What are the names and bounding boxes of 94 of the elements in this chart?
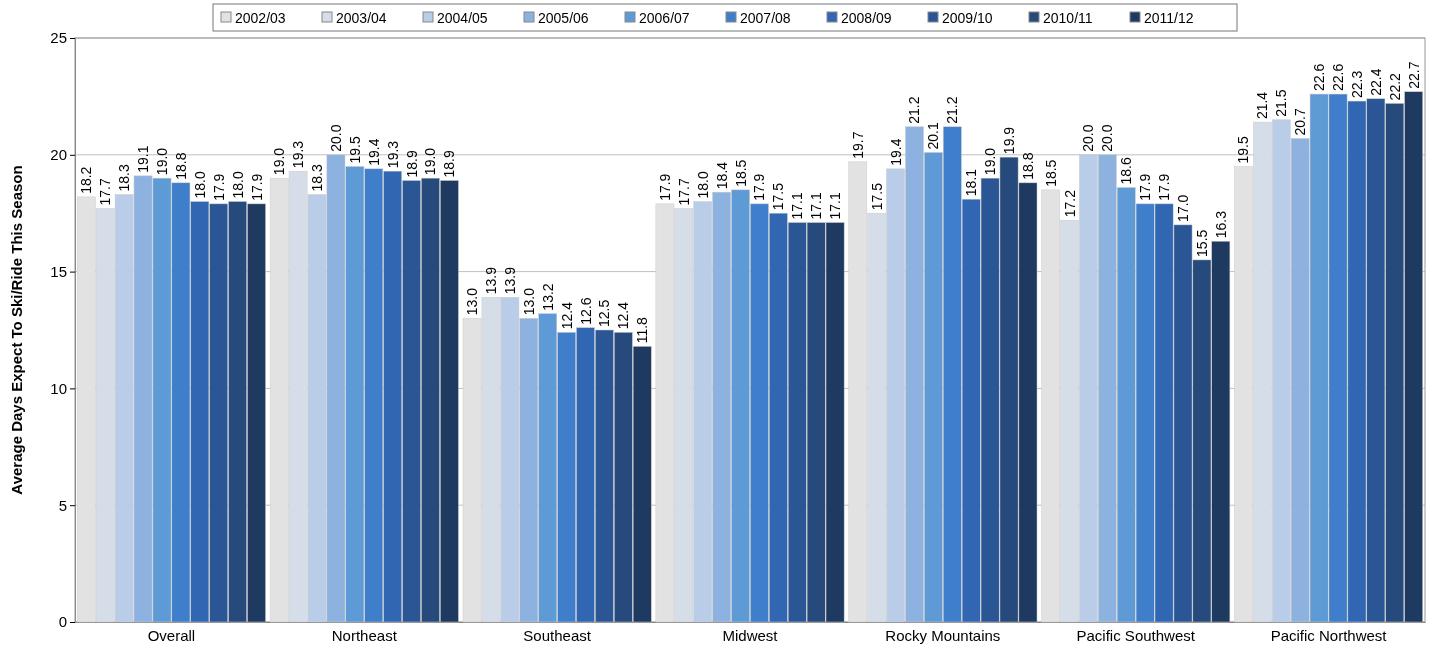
data-label: 17.9 (1156, 173, 1173, 201)
data-label: 18.0 (229, 171, 246, 199)
data-label: 13.2 (539, 283, 556, 311)
x-tick-label: Pacific Southwest (1076, 626, 1196, 644)
data-label: 19.5 (346, 136, 363, 164)
x-tick-label: Pacific Northwest (1270, 626, 1388, 644)
data-label: 19.0 (422, 147, 439, 176)
data-label: 17.9 (1137, 173, 1154, 201)
y-tick-label: 15 (50, 262, 67, 280)
legend-label: 2011/12 (1144, 10, 1194, 26)
data-label: 17.0 (1174, 194, 1191, 222)
data-label: 19.0 (271, 147, 288, 176)
data-label: 19.3 (290, 140, 307, 169)
y-tick-label: 20 (50, 146, 67, 164)
data-label: 19.0 (982, 147, 999, 176)
data-label: 17.9 (751, 173, 768, 201)
data-label: 22.6 (1330, 63, 1347, 92)
data-label: 20.7 (1292, 107, 1309, 136)
data-label: 20.0 (327, 124, 344, 152)
data-label: 20.0 (1099, 124, 1116, 152)
data-label: 18.8 (1019, 152, 1036, 180)
data-label: 19.5 (1235, 136, 1252, 164)
data-label: 18.5 (1042, 159, 1059, 187)
x-tick-label: Rocky Mountains (885, 626, 1001, 644)
data-label: 21.4 (1254, 91, 1271, 120)
data-label: 16.3 (1212, 210, 1229, 239)
data-label: 18.9 (403, 150, 420, 178)
data-label: 21.5 (1273, 89, 1290, 117)
data-label: 18.3 (116, 164, 133, 192)
data-label: 12.4 (558, 301, 575, 330)
data-label: 17.1 (827, 192, 844, 220)
data-label: 19.0 (153, 147, 170, 176)
data-label: 21.2 (944, 96, 961, 124)
data-label: 17.7 (97, 178, 114, 206)
data-label: 19.3 (384, 140, 401, 169)
y-tick-label: 5 (58, 496, 67, 514)
data-label: 20.0 (1080, 124, 1097, 152)
data-label: 17.5 (770, 182, 787, 211)
legend-label: 2006/07 (639, 10, 690, 26)
data-label: 18.6 (1118, 157, 1135, 185)
data-label: 20.1 (925, 122, 942, 150)
legend-label: 2007/08 (740, 10, 791, 26)
legend-label: 2003/04 (336, 10, 387, 26)
data-label: 12.4 (615, 301, 632, 330)
legend-label: 2010/11 (1043, 10, 1093, 26)
data-label: 18.0 (694, 171, 711, 199)
data-label: 18.8 (172, 152, 189, 180)
x-tick-label: Midwest (722, 626, 779, 644)
data-label: 17.9 (656, 173, 673, 201)
legend-label: 2002/03 (235, 10, 286, 26)
data-label: 11.8 (634, 316, 651, 344)
data-label: 12.6 (577, 297, 594, 325)
data-label: 17.1 (808, 192, 825, 220)
legend-label: 2005/06 (538, 10, 589, 26)
y-tick-label: 0 (58, 613, 67, 631)
data-label: 22.7 (1405, 61, 1422, 89)
data-label: 21.2 (906, 96, 923, 124)
x-tick-label: Northeast (331, 626, 398, 644)
data-label: 13.9 (501, 266, 518, 295)
data-label: 18.5 (732, 159, 749, 187)
data-label: 17.9 (248, 173, 265, 201)
data-label: 17.1 (789, 192, 806, 220)
data-label: 18.3 (309, 164, 326, 192)
x-tick-label: Southeast (523, 626, 592, 644)
data-label: 18.0 (191, 171, 208, 199)
y-tick-label: 10 (50, 379, 67, 397)
legend-label: 2008/09 (841, 10, 892, 26)
data-label: 17.2 (1061, 189, 1078, 218)
data-label: 12.5 (596, 299, 613, 327)
data-label: 19.1 (135, 145, 152, 173)
data-label: 19.4 (365, 138, 382, 166)
data-label: 22.2 (1386, 72, 1403, 101)
y-axis-title: Average Days Expect To Ski/Ride This Season (8, 165, 25, 495)
y-tick-label: 25 (50, 29, 67, 47)
data-label: 22.6 (1311, 63, 1328, 92)
data-label: 17.5 (868, 182, 885, 211)
data-label: 18.9 (441, 150, 458, 178)
data-label: 19.4 (887, 138, 904, 166)
data-label: 19.7 (849, 131, 866, 159)
data-label: 13.0 (520, 287, 537, 316)
data-label: 22.4 (1367, 68, 1384, 96)
data-label: 18.1 (963, 168, 980, 197)
data-label: 17.7 (675, 178, 692, 206)
data-label: 18.4 (713, 161, 730, 190)
data-label: 15.5 (1193, 229, 1210, 257)
data-label: 19.9 (1001, 126, 1018, 155)
legend-label: 2009/10 (942, 10, 993, 26)
data-label: 22.3 (1348, 70, 1365, 99)
data-label: 18.2 (78, 166, 95, 194)
legend-label: 2004/05 (437, 10, 488, 26)
data-label: 17.9 (210, 173, 227, 201)
data-label: 13.9 (482, 266, 499, 295)
x-tick-label: Overall (147, 626, 196, 644)
data-label: 13.0 (464, 287, 481, 316)
